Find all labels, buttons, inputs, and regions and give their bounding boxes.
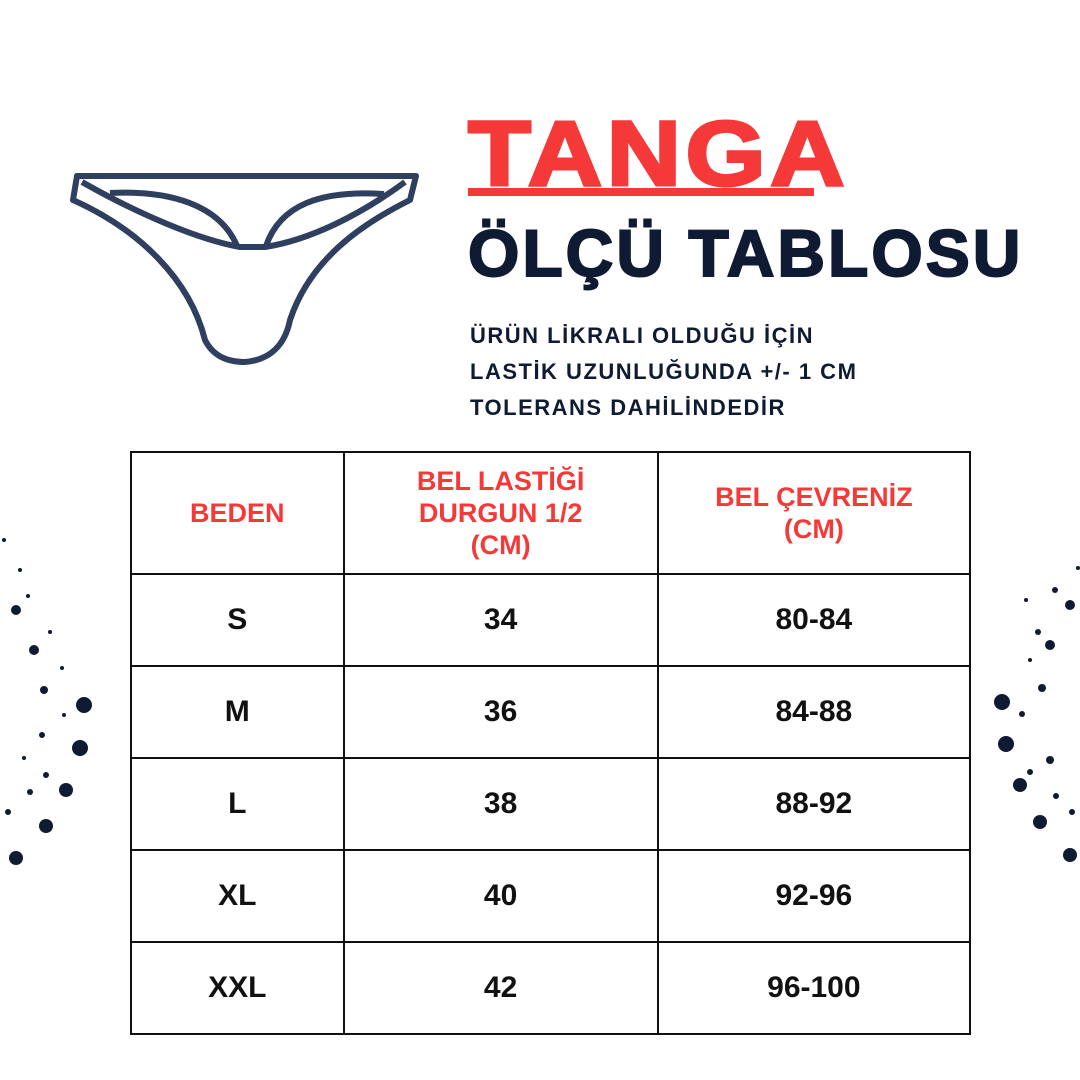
waistband-cell: 36 xyxy=(342,665,659,759)
page-title: TANGA xyxy=(466,103,850,205)
waist-cell: 84-88 xyxy=(656,665,972,759)
size-table: BEDEN BEL LASTİĞİ DURGUN 1/2 (CM) BEL ÇE… xyxy=(130,451,972,1035)
waistband-cell: 34 xyxy=(342,573,659,667)
waistband-cell: 38 xyxy=(342,757,659,851)
waist-cell: 80-84 xyxy=(656,573,972,667)
size-cell: XL xyxy=(130,849,345,943)
header-line: (CM) xyxy=(470,530,531,560)
page-subtitle: ÖLÇÜ TABLOSU xyxy=(467,216,1024,290)
header-line: (CM) xyxy=(783,514,844,544)
header-waist: BEL ÇEVRENİZ (CM) xyxy=(656,451,972,575)
tolerance-note: ÜRÜN LİKRALI OLDUĞU İÇİN LASTİK UZUNLUĞU… xyxy=(470,318,857,426)
waist-cell: 92-96 xyxy=(656,849,972,943)
title-underline xyxy=(468,188,814,196)
table-row: L 38 88-92 xyxy=(130,757,972,851)
header-line: BEL LASTİĞİ xyxy=(416,466,585,496)
table-row: M 36 84-88 xyxy=(130,665,972,759)
size-cell: L xyxy=(130,757,345,851)
table-row: S 34 80-84 xyxy=(130,573,972,667)
note-line: ÜRÜN LİKRALI OLDUĞU İÇİN xyxy=(470,323,814,348)
size-cell: S xyxy=(130,573,345,667)
table-row: XXL 42 96-100 xyxy=(130,941,972,1035)
waistband-cell: 42 xyxy=(342,941,659,1035)
table-row: XL 40 92-96 xyxy=(130,849,972,943)
header-line: DURGUN 1/2 xyxy=(418,498,583,528)
note-line: LASTİK UZUNLUĞUNDA +/- 1 CM xyxy=(470,359,858,384)
header-line: BEL ÇEVRENİZ xyxy=(715,482,913,512)
table-header-row: BEDEN BEL LASTİĞİ DURGUN 1/2 (CM) BEL ÇE… xyxy=(130,451,972,575)
waist-cell: 88-92 xyxy=(656,757,972,851)
size-cell: M xyxy=(130,665,345,759)
header-line: BEDEN xyxy=(190,498,285,528)
header-waistband: BEL LASTİĞİ DURGUN 1/2 (CM) xyxy=(342,451,659,575)
size-cell: XXL xyxy=(130,941,345,1035)
note-line: TOLERANS DAHİLİNDEDİR xyxy=(470,395,786,420)
header-size: BEDEN xyxy=(130,451,345,575)
waist-cell: 96-100 xyxy=(656,941,972,1035)
waistband-cell: 40 xyxy=(342,849,659,943)
